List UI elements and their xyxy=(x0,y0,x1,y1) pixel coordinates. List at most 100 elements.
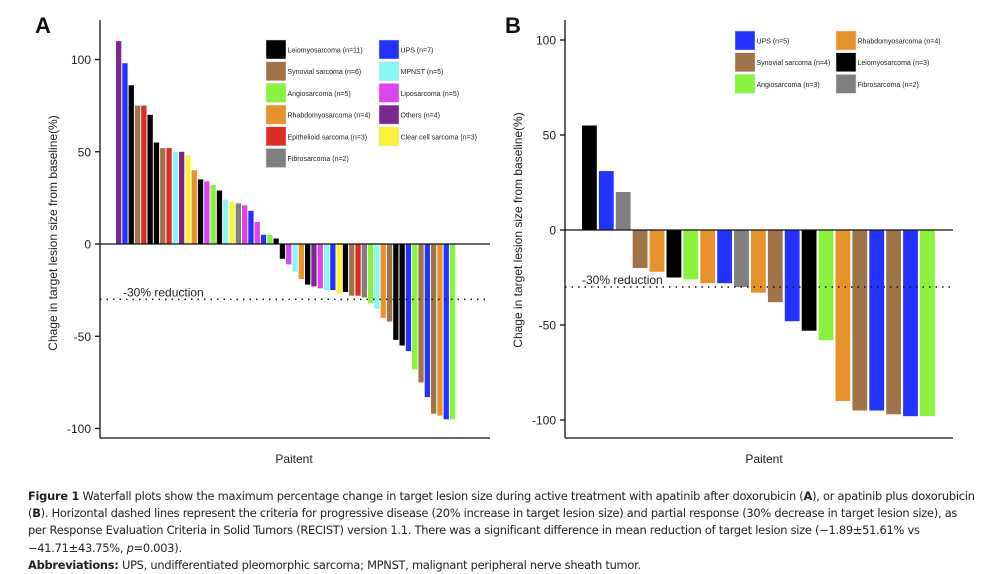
bar-others xyxy=(311,244,317,287)
y-ticks-a: -100 -50 0 50 100 xyxy=(67,53,100,436)
legend-swatch-leiomyosarcoma xyxy=(265,39,287,60)
bar-angiosarcoma xyxy=(368,244,374,303)
bar-clear-cell-sarcoma xyxy=(185,155,191,244)
legend-swatch-epithelioid-sarcoma xyxy=(265,126,287,147)
bar-others xyxy=(179,151,185,245)
bar-leiomyosarcoma xyxy=(279,244,286,259)
bar-liposarcoma xyxy=(254,221,260,244)
bar-clear-cell-sarcoma xyxy=(229,201,235,244)
caption-text-4: =0.003). xyxy=(133,540,182,555)
legend-label: Fibrosarcoma (n=2) xyxy=(858,82,919,89)
caption-bold-b: B xyxy=(32,506,41,521)
bar-ups xyxy=(443,244,449,420)
legend-label: Rhabdomyosarcoma (n=4) xyxy=(858,39,941,46)
bar-ups xyxy=(260,234,267,244)
bar-synovial-sarcoma xyxy=(418,244,424,383)
legend-label: Leiomyosarcoma (n=3) xyxy=(858,60,930,67)
legend-label: Epithelioid sarcoma (n=3) xyxy=(288,134,368,141)
panel-label-a: A xyxy=(35,13,51,38)
legend-swatch-rhabdomyosarcoma xyxy=(265,104,287,125)
bar-liposarcoma xyxy=(286,244,292,265)
bar-mpnst xyxy=(172,151,178,245)
bar-fibrosarcoma xyxy=(235,203,241,244)
bar-angiosarcoma xyxy=(818,230,834,341)
legend-swatch-fibrosarcoma xyxy=(835,74,857,94)
y-tick-label: 50 xyxy=(543,129,557,143)
y-tick-label: 100 xyxy=(71,53,91,67)
y-axis-title-a: Chage in target lesion size from baselin… xyxy=(46,115,60,350)
bar-rhabdomyosarcoma xyxy=(649,230,665,272)
bar-synovial-sarcoma xyxy=(886,230,901,415)
y-ticks-b: -100 -50 0 50 100 xyxy=(532,34,565,428)
panel-label-b: B xyxy=(505,13,521,38)
bar-liposarcoma xyxy=(204,181,210,244)
bar-ups xyxy=(903,230,918,417)
reference-label-a: -30% reduction xyxy=(123,285,204,299)
legend-swatch-synovial-sarcoma xyxy=(734,52,756,72)
bar-ups xyxy=(405,244,412,351)
bar-epithelioid-sarcoma xyxy=(355,244,361,296)
bar-liposarcoma xyxy=(242,205,248,244)
legend-swatch-rhabdomyosarcoma xyxy=(835,30,857,51)
bar-angiosarcoma xyxy=(920,230,935,417)
bar-rhabdomyosarcoma xyxy=(298,244,304,280)
bar-angiosarcoma xyxy=(412,244,418,370)
bar-rhabdomyosarcoma xyxy=(700,230,716,284)
bar-leiomyosarcoma xyxy=(147,114,153,244)
bar-ups xyxy=(717,230,732,284)
bar-leiomyosarcoma xyxy=(153,142,160,244)
bar-fibrosarcoma xyxy=(361,244,367,298)
bar-liposarcoma xyxy=(317,244,323,289)
legend-swatch-clear-cell-sarcoma xyxy=(378,126,400,147)
bar-leiomyosarcoma xyxy=(197,179,204,244)
reference-label-b: -30% reduction xyxy=(582,273,663,287)
y-tick-label: 100 xyxy=(536,34,556,48)
waterfall-chart-b: B -30% reduction -100 -50 0 50 100 Chage in … xyxy=(505,13,953,466)
bar-rhabdomyosarcoma xyxy=(751,230,766,293)
bar-synovial-sarcoma xyxy=(134,105,141,244)
legend-label: Leiomyosarcoma (n=11) xyxy=(288,48,363,55)
legend-label: Synovial sarcoma (n=4) xyxy=(757,60,831,67)
bar-leiomyosarcoma xyxy=(342,244,349,292)
bar-angiosarcoma xyxy=(210,185,216,244)
bar-ups xyxy=(869,230,885,411)
bar-leiomyosarcoma xyxy=(216,190,223,244)
bar-leiomyosarcoma xyxy=(393,244,399,340)
bar-mpnst xyxy=(223,199,229,244)
legend-swatch-fibrosarcoma xyxy=(265,148,287,168)
legend-label: Clear cell sarcoma (n=3) xyxy=(401,134,477,141)
bar-leiomyosarcoma xyxy=(273,238,279,244)
y-tick-label: -50 xyxy=(74,330,92,344)
bar-ups xyxy=(330,244,336,291)
y-tick-label: -100 xyxy=(532,414,556,428)
figure-caption: Figure 1 Waterfall plots show the maximu… xyxy=(28,488,978,574)
x-axis-title-a: Paitent xyxy=(275,452,313,466)
y-tick-label: 50 xyxy=(78,145,92,159)
bar-synovial-sarcoma xyxy=(632,230,648,268)
bar-ups xyxy=(248,210,254,244)
bar-mpnst xyxy=(323,244,330,291)
bar-mpnst xyxy=(292,244,298,272)
bar-leiomyosarcoma xyxy=(666,230,682,278)
legend-label: Fibrosarcoma (n=2) xyxy=(288,156,349,163)
bar-fibrosarcoma xyxy=(615,192,631,230)
bar-synovial-sarcoma xyxy=(852,230,868,411)
legend-label: UPS (n=7) xyxy=(401,48,434,55)
legend-swatch-ups xyxy=(734,30,756,51)
bar-ups xyxy=(784,230,800,322)
bar-synovial-sarcoma xyxy=(386,244,393,322)
caption-text-2: ), or apatinib plus doxorubicin ( xyxy=(28,489,975,521)
bar-others xyxy=(116,41,122,244)
bar-leiomyosarcoma xyxy=(128,85,134,244)
bar-clear-cell-sarcoma xyxy=(336,244,342,294)
legend-label: UPS (n=5) xyxy=(757,39,790,46)
bar-mpnst xyxy=(374,244,380,309)
legend-swatch-angiosarcoma xyxy=(265,83,287,103)
bar-leiomyosarcoma xyxy=(801,230,817,331)
x-axis-title-b: Paitent xyxy=(745,452,783,466)
bar-epithelioid-sarcoma xyxy=(141,105,147,244)
legend-label: MPNST (n=5) xyxy=(401,69,444,76)
bar-leiomyosarcoma xyxy=(582,125,597,230)
caption-text-1: Waterfall plots show the maximum percent… xyxy=(79,489,804,503)
y-tick-label: 0 xyxy=(549,224,556,238)
